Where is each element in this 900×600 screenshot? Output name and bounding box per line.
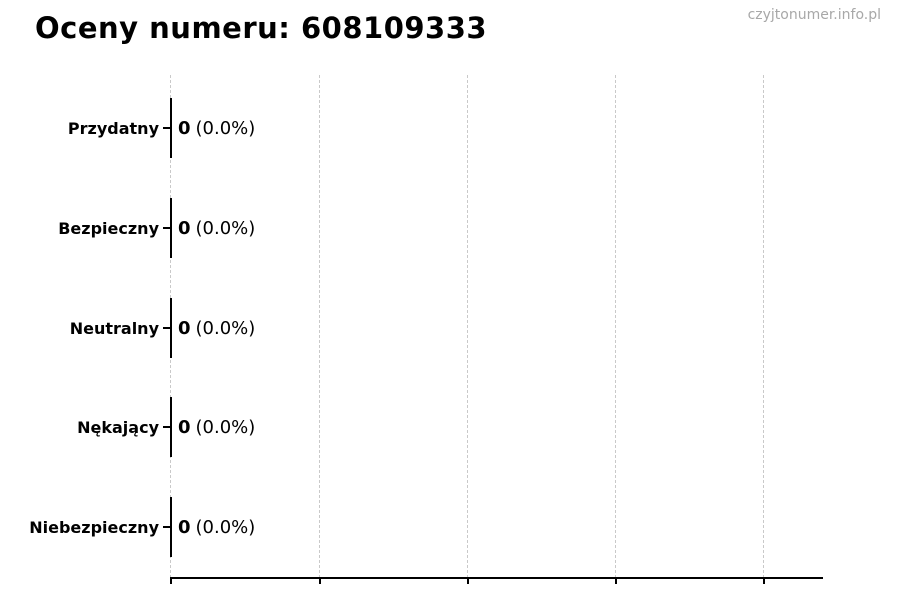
- value-count: 0: [178, 217, 191, 239]
- zero-value-bar: [170, 497, 172, 557]
- bar-row: Bezpieczny 0 (0.0%): [0, 198, 900, 258]
- x-axis-tick: [319, 579, 321, 584]
- category-label: Bezpieczny: [58, 218, 159, 238]
- category-label: Nękający: [77, 417, 159, 437]
- y-axis-tick: [163, 327, 170, 329]
- value-label: 0 (0.0%): [178, 318, 255, 339]
- y-axis-tick: [163, 526, 170, 528]
- zero-value-bar: [170, 98, 172, 158]
- x-axis-tick: [763, 579, 765, 584]
- value-count: 0: [178, 416, 191, 438]
- gridline: [763, 75, 764, 578]
- x-axis-line: [170, 577, 823, 579]
- bar-row: Przydatny 0 (0.0%): [0, 98, 900, 158]
- chart-title: Oceny numeru: 608109333: [35, 11, 488, 45]
- gridline: [615, 75, 616, 578]
- value-count: 0: [178, 317, 191, 339]
- watermark: czyjtonumer.info.pl: [747, 7, 881, 23]
- value-percent: (0.0%): [195, 516, 256, 538]
- category-label: Neutralny: [69, 318, 159, 338]
- gridline: [467, 75, 468, 578]
- bar-row: Nękający 0 (0.0%): [0, 397, 900, 457]
- value-count: 0: [178, 516, 191, 538]
- bar-row: Neutralny 0 (0.0%): [0, 298, 900, 358]
- x-axis-tick: [467, 579, 469, 584]
- zero-value-bar: [170, 298, 172, 358]
- zero-value-bar: [170, 397, 172, 457]
- value-label: 0 (0.0%): [178, 417, 255, 438]
- value-count: 0: [178, 117, 191, 139]
- value-label: 0 (0.0%): [178, 118, 255, 139]
- bar-row: Niebezpieczny 0 (0.0%): [0, 497, 900, 557]
- value-percent: (0.0%): [195, 416, 256, 438]
- y-axis-tick: [163, 426, 170, 428]
- value-percent: (0.0%): [195, 217, 256, 239]
- y-axis-tick: [163, 127, 170, 129]
- value-percent: (0.0%): [195, 317, 256, 339]
- zero-value-bar: [170, 198, 172, 258]
- category-label: Przydatny: [67, 118, 159, 138]
- x-axis-tick: [170, 579, 172, 584]
- value-label: 0 (0.0%): [178, 218, 255, 239]
- x-axis-tick: [615, 579, 617, 584]
- gridline: [319, 75, 320, 578]
- value-label: 0 (0.0%): [178, 517, 255, 538]
- y-axis-tick: [163, 227, 170, 229]
- value-percent: (0.0%): [195, 117, 256, 139]
- category-label: Niebezpieczny: [29, 517, 159, 537]
